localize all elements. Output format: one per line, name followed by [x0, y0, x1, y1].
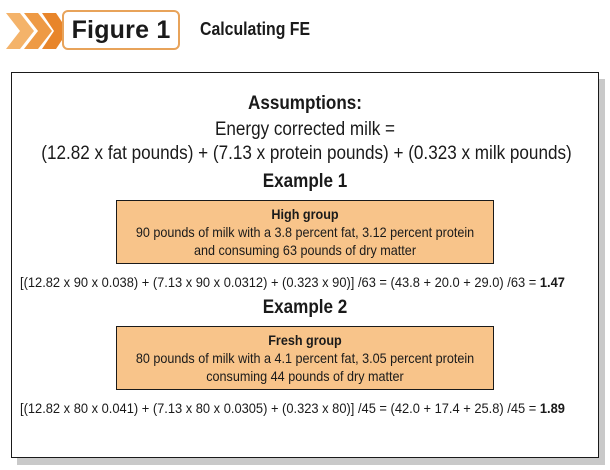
chevron-arrows-icon [6, 13, 68, 49]
example-2-box: Fresh group 80 pounds of milk with a 4.1… [116, 326, 494, 390]
example-1-calculation: [(12.82 x 90 x 0.038) + (7.13 x 90 x 0.0… [20, 274, 565, 290]
example-2-heading: Example 2 [262, 297, 348, 318]
example-1-box-title: High group [271, 206, 339, 222]
content-panel: Assumptions: Energy corrected milk = (12… [11, 72, 599, 458]
example-2-box-title: Fresh group [268, 332, 342, 348]
example-1-heading: Example 1 [262, 171, 348, 192]
example-1-box-line-2: and consuming 63 pounds of dry matter [193, 242, 417, 258]
example-1-box: High group 90 pounds of milk with a 3.8 … [116, 200, 494, 264]
example-1-calculation-text: [(12.82 x 90 x 0.038) + (7.13 x 90 x 0.0… [20, 274, 540, 290]
assumptions-heading: Assumptions: [247, 93, 363, 114]
example-2-box-line-1: 80 pounds of milk with a 4.1 percent fat… [135, 350, 475, 366]
ecm-formula: (12.82 x fat pounds) + (7.13 x protein p… [41, 143, 572, 164]
example-1-box-line-1: 90 pounds of milk with a 3.8 percent fat… [135, 224, 475, 240]
example-2-box-line-2: consuming 44 pounds of dry matter [206, 368, 404, 384]
example-1-result: 1.47 [539, 274, 565, 290]
figure-label: Figure 1 [71, 15, 171, 44]
figure-label-tab: Figure 1 [62, 10, 180, 50]
figure-title: Calculating FE [200, 19, 311, 39]
figure-header: Figure 1 Calculating FE [0, 0, 610, 60]
example-2-calculation-text: [(12.82 x 80 x 0.041) + (7.13 x 80 x 0.0… [20, 400, 540, 416]
example-2-calculation: [(12.82 x 80 x 0.041) + (7.13 x 80 x 0.0… [20, 400, 565, 416]
example-2-result: 1.89 [539, 400, 565, 416]
ecm-definition: Energy corrected milk = [214, 119, 396, 140]
